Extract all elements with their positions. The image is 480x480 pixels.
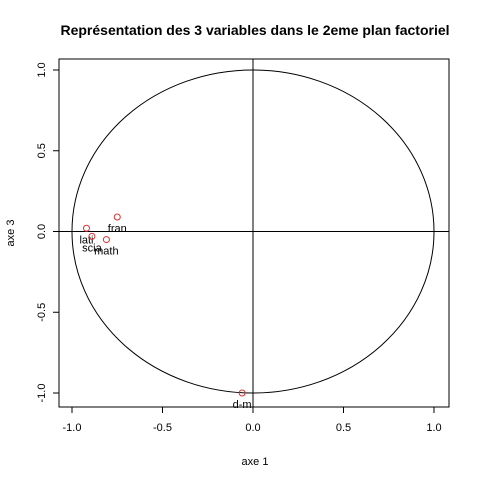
y-tick-label: -0.5 xyxy=(36,303,48,322)
point-label: lati xyxy=(79,234,93,246)
chart-title: Représentation des 3 variables dans le 2… xyxy=(60,22,449,38)
y-tick-label: 0.0 xyxy=(36,224,48,239)
x-tick-label: 1.0 xyxy=(426,422,441,434)
point-label: fran xyxy=(108,223,127,235)
y-tick-label: 1.0 xyxy=(36,62,48,77)
y-axis-label: axe 3 xyxy=(5,220,17,247)
plot-area: -1.0 -0.5 0.0 0.5 1.0 -1.0 -0.5 0.0 0.5 1.0 fran la… xyxy=(36,58,450,434)
y-tick-label: 0.5 xyxy=(36,143,48,158)
point-label: scia xyxy=(82,242,102,254)
data-point xyxy=(113,213,121,221)
point-label: math xyxy=(94,246,118,258)
data-point xyxy=(238,389,246,397)
plot-frame xyxy=(58,58,450,408)
x-axis-label: axe 1 xyxy=(242,456,269,468)
x-tick-label: -1.0 xyxy=(63,422,82,434)
point-label: d-m xyxy=(233,399,252,411)
data-point xyxy=(82,224,90,232)
data-point xyxy=(88,232,96,240)
x-tick-label: 0.5 xyxy=(336,422,351,434)
x-tick-label: -0.5 xyxy=(153,422,172,434)
data-point xyxy=(102,236,110,244)
x-tick-label: 0.0 xyxy=(245,422,260,434)
y-tick-label: -1.0 xyxy=(36,384,48,403)
